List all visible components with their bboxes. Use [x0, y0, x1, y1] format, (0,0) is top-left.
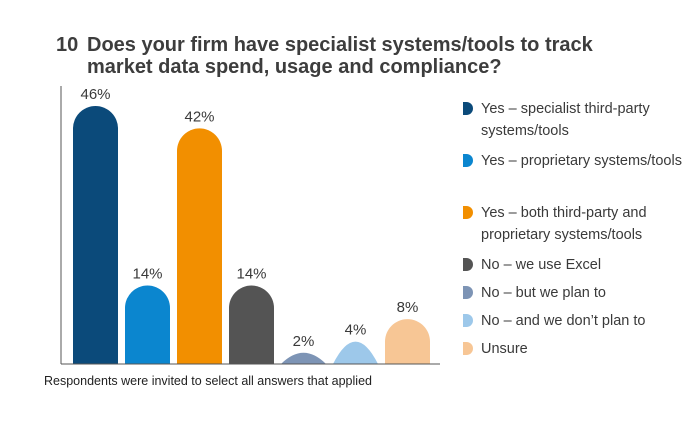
legend-swatch: [463, 286, 473, 299]
bar-value-label: 2%: [293, 333, 315, 350]
legend-label: Unsure: [481, 341, 528, 357]
bar-6: [333, 341, 378, 364]
bar-1: [73, 106, 118, 364]
bar-5: [281, 352, 326, 364]
legend-swatch: [463, 154, 473, 167]
bar-value-label: 8%: [397, 299, 419, 316]
bar-value-label: 14%: [132, 265, 162, 282]
bar-shape: [333, 341, 378, 364]
legend-swatch: [463, 342, 473, 355]
legend-label: Yes – both third-party and proprietary s…: [481, 205, 647, 243]
bar-shape: [385, 319, 430, 364]
bar-shape: [229, 285, 274, 364]
bar-value-label: 14%: [236, 265, 266, 282]
bar-shape: [125, 285, 170, 364]
legend-label: No – we use Excel: [481, 257, 602, 273]
legend-swatch: [463, 258, 473, 271]
bar-shape: [73, 106, 118, 364]
legend-label: Yes – specialist third-party systems/too…: [481, 101, 650, 139]
legend-label: No – and we don’t plan to: [481, 313, 646, 329]
legend-swatch: [463, 102, 473, 115]
bar-value-label: 46%: [80, 86, 110, 103]
bar-value-label: 4%: [345, 322, 367, 339]
footnote: Respondents were invited to select all a…: [44, 374, 372, 388]
bar-3: [177, 128, 222, 364]
bar-7: [385, 319, 430, 364]
bar-shape: [281, 352, 326, 364]
bar-value-label: 42%: [184, 108, 214, 125]
bar-4: [229, 285, 274, 364]
bar-shape: [177, 128, 222, 364]
legend-swatch: [463, 314, 473, 327]
legend-label: No – but we plan to: [481, 285, 606, 301]
question-number: 10: [56, 34, 79, 56]
bar-2: [125, 285, 170, 364]
legend-swatch: [463, 206, 473, 219]
question-text: Does your firm have specialist systems/t…: [87, 34, 593, 78]
legend-label: Yes – proprietary systems/tools: [481, 153, 682, 169]
